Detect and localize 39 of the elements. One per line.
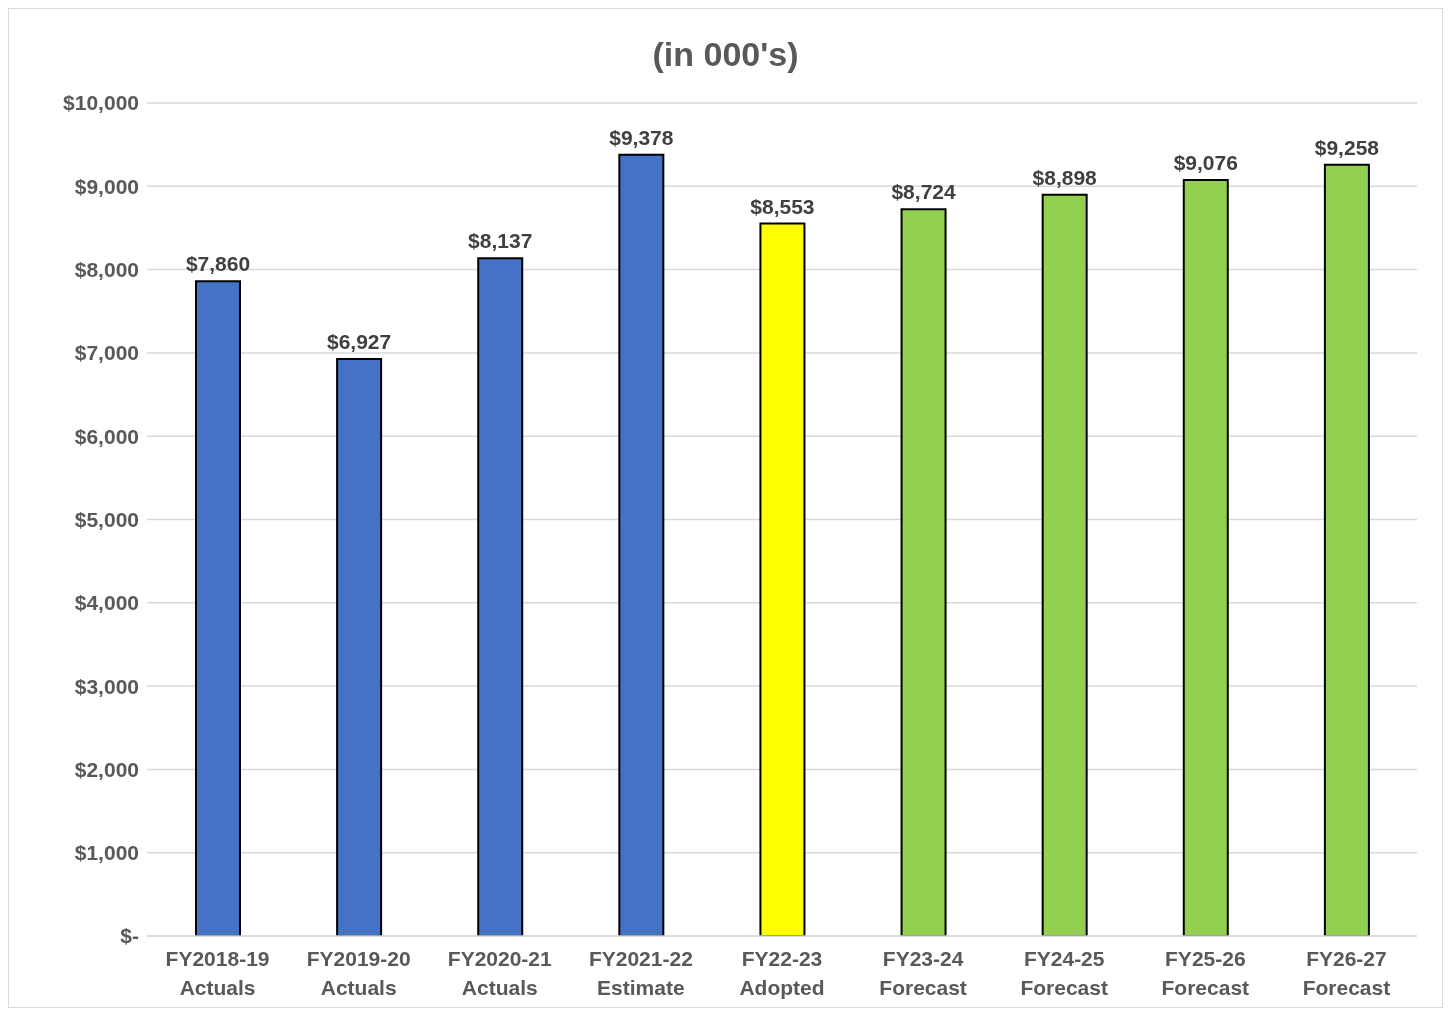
x-tick-label: FY25-26 Forecast	[1161, 947, 1250, 999]
data-label: $9,258	[1314, 135, 1380, 159]
x-tick-label: FY23-24 Forecast	[879, 947, 967, 999]
y-tick-label: $5,000	[74, 507, 139, 531]
chart-title: (in 000's)	[651, 35, 800, 74]
y-tick-label: $4,000	[74, 591, 139, 615]
y-tick-label: $3,000	[74, 674, 139, 698]
y-tick-label: $1,000	[74, 841, 139, 865]
data-label: $6,927	[326, 329, 392, 353]
y-tick-label: $8,000	[74, 258, 139, 282]
y-tick-label: $2,000	[74, 757, 139, 781]
data-label: $8,898	[1032, 165, 1098, 189]
x-tick-label: FY26-27 Forecast	[1302, 947, 1391, 999]
y-tick-label: $-	[120, 924, 139, 948]
data-label: $8,137	[468, 229, 533, 253]
bar	[195, 280, 241, 936]
y-tick-label: $10,000	[63, 91, 139, 115]
x-tick-label: FY2021-22 Estimate	[588, 947, 693, 999]
x-tick-label: FY22-23 Adopted	[739, 947, 825, 999]
bar	[336, 357, 383, 936]
x-tick-label: FY2018-19 Actuals	[165, 947, 270, 999]
bar	[900, 208, 947, 936]
x-tick-label: FY2019-20 Actuals	[306, 947, 411, 999]
data-label: $7,860	[185, 252, 251, 276]
x-tick-label: FY24-25 Forecast	[1020, 947, 1108, 999]
bar	[1182, 178, 1229, 936]
bar	[1323, 163, 1370, 936]
x-tick-label: FY2020-21 Actuals	[447, 947, 553, 999]
data-label: $8,724	[891, 180, 956, 204]
bar	[1041, 193, 1088, 936]
data-label: $9,076	[1173, 150, 1238, 174]
y-tick-label: $9,000	[74, 174, 139, 198]
bar	[618, 153, 665, 936]
bar	[477, 257, 524, 936]
y-tick-label: $7,000	[74, 341, 139, 365]
bar	[759, 222, 806, 936]
data-label: $9,378	[609, 125, 674, 149]
y-tick-label: $6,000	[74, 424, 139, 448]
data-label: $8,553	[750, 194, 815, 218]
